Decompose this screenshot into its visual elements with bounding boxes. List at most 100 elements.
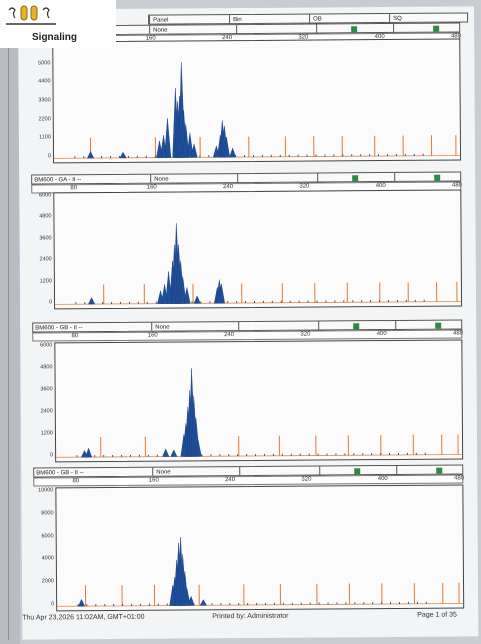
noise-mark: [336, 602, 338, 605]
noise-mark: [183, 454, 185, 457]
noise-mark: [113, 603, 115, 606]
trace-plot: [54, 339, 464, 463]
noise-mark: [279, 154, 281, 157]
noise-mark: [77, 604, 79, 607]
noise-mark: [193, 603, 195, 606]
sample-peak: [78, 598, 86, 607]
panel-none-label: None: [149, 25, 168, 34]
noise-mark: [387, 300, 389, 303]
noise-mark: [229, 603, 231, 606]
y-tick-label: 3600: [40, 386, 53, 393]
y-tick-label: 6000: [39, 192, 52, 199]
noise-mark: [327, 602, 329, 605]
noise-mark: [378, 154, 380, 157]
noise-mark: [164, 301, 166, 304]
noise-mark: [74, 156, 76, 159]
noise-mark: [147, 454, 149, 457]
noise-mark: [83, 156, 85, 159]
noise-mark: [316, 300, 318, 303]
page-number: Page 1 of 35: [417, 611, 457, 619]
sample-peak: [194, 439, 202, 457]
y-tick-label: 4000: [41, 555, 54, 562]
sample-peak: [183, 588, 191, 606]
noise-mark: [120, 301, 122, 304]
trace-plot: [55, 484, 465, 612]
print-timestamp: Thu Apr 23,2026 11:02AM, GMT+01:00: [22, 613, 145, 622]
y-tick-label: 1200: [39, 277, 52, 285]
noise-mark: [424, 452, 426, 455]
noise-mark: [200, 301, 202, 304]
panel-none-label: None: [151, 322, 170, 331]
sample-peak: [164, 118, 172, 158]
header-ob-label: OB: [309, 14, 322, 23]
noise-mark: [166, 603, 168, 606]
noise-mark: [190, 155, 192, 158]
noise-mark: [405, 299, 407, 302]
noise-mark: [334, 300, 336, 303]
noise-mark: [94, 455, 96, 458]
noise-mark: [101, 156, 103, 159]
y-tick-label: 8000: [41, 510, 54, 517]
noise-mark: [121, 454, 123, 457]
noise-mark: [245, 301, 247, 304]
noise-mark: [333, 154, 335, 157]
x-tick-label: 160: [146, 184, 157, 191]
noise-mark: [272, 453, 274, 456]
x-tick-label: 80: [72, 478, 80, 485]
noise-mark: [300, 602, 302, 605]
background-strip: [0, 0, 20, 644]
noise-mark: [422, 153, 424, 156]
noise-mark: [217, 155, 219, 158]
logo-text: Signaling: [32, 32, 77, 43]
noise-mark: [353, 453, 355, 456]
y-tick-label: 4800: [39, 213, 52, 220]
sample-peak: [169, 584, 177, 606]
noise-mark: [238, 603, 240, 606]
sample-peak: [85, 447, 93, 458]
noise-mark: [131, 603, 133, 606]
noise-mark: [425, 601, 427, 604]
noise-mark: [86, 604, 88, 607]
noise-mark: [265, 602, 267, 605]
noise-mark: [228, 454, 230, 457]
noise-mark: [137, 301, 139, 304]
noise-mark: [191, 301, 193, 304]
noise-mark: [309, 602, 311, 605]
noise-mark: [326, 453, 328, 456]
noise-mark: [192, 454, 194, 457]
noise-mark: [379, 300, 381, 303]
noise-mark: [318, 602, 320, 605]
sample-peak: [229, 147, 237, 158]
baseline: [56, 454, 463, 458]
noise-mark: [122, 603, 124, 606]
bin-marker-icon: [436, 467, 443, 474]
y-tick-label: 4400: [38, 78, 51, 85]
noise-mark: [325, 300, 327, 303]
noise-mark: [175, 603, 177, 606]
bin-marker-icon: [353, 323, 360, 330]
sample-peak: [182, 123, 190, 158]
noise-mark: [281, 453, 283, 456]
noise-mark: [92, 156, 94, 159]
bin-marker-icon: [354, 468, 361, 475]
noise-mark: [317, 453, 319, 456]
x-tick-label: 400: [376, 331, 387, 338]
noise-mark: [335, 453, 337, 456]
noise-mark: [84, 302, 86, 305]
x-tick-label: 80: [71, 333, 79, 340]
noise-mark: [354, 602, 356, 605]
x-tick-label: 400: [375, 183, 386, 190]
noise-mark: [298, 300, 300, 303]
noise-mark: [360, 154, 362, 157]
noise-mark: [237, 454, 239, 457]
noise-mark: [395, 153, 397, 156]
bin-marker-icon: [352, 175, 359, 182]
noise-mark: [184, 603, 186, 606]
x-tick-label: 240: [223, 184, 234, 191]
noise-mark: [174, 454, 176, 457]
noise-mark: [201, 454, 203, 457]
noise-mark: [415, 452, 417, 455]
noise-mark: [404, 153, 406, 156]
noise-mark: [75, 302, 77, 305]
noise-mark: [299, 453, 301, 456]
